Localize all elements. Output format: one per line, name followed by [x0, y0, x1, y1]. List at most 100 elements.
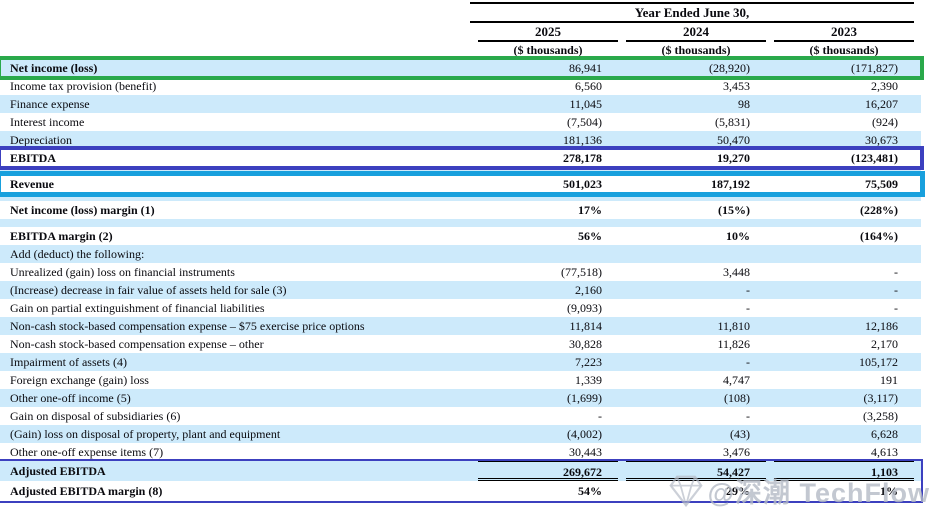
row-value [774, 219, 914, 227]
row-value: (9,093) [567, 301, 602, 315]
row-value: 98 [738, 97, 750, 111]
table-row: Unrealized (gain) loss on financial inst… [0, 263, 921, 281]
row-label [0, 167, 470, 175]
row-value: 11,814 [569, 319, 602, 333]
row-value: 4,613 [871, 445, 898, 459]
row-value: 30,828 [569, 337, 602, 351]
row-value: 11,810 [717, 319, 750, 333]
row-value [626, 167, 766, 175]
table-row: EBITDA margin (2) 56% 10% (164%) [0, 227, 921, 245]
spacer-row [0, 193, 921, 201]
row-value: 1,103 [774, 461, 914, 481]
row-value: 1,339 [575, 373, 602, 387]
row-label [0, 193, 470, 201]
row-value [478, 245, 618, 263]
row-value: (5,831) [715, 115, 750, 129]
row-label: Adjusted EBITDA margin (8) [10, 484, 163, 498]
row-label: Other one-off expense items (7) [10, 445, 164, 459]
row-value: 4,747 [723, 373, 750, 387]
row-value: 30,673 [865, 133, 898, 147]
spacer-row [0, 219, 921, 227]
table-row: EBITDA 278,178 19,270 (123,481) [0, 146, 924, 170]
ebitda-reconciliation-table: Net income (loss) 86,941 (28,920) (171,827)… [0, 56, 925, 461]
table-row: Add (deduct) the following: [0, 245, 921, 263]
table-row: (Increase) decrease in fair value of ass… [0, 281, 921, 299]
row-label: Net income (loss) margin (1) [10, 203, 155, 217]
row-label: EBITDA [10, 151, 57, 165]
row-value: 54,427 [626, 461, 766, 481]
row-value: (228%) [860, 203, 898, 217]
row-value: 17% [578, 203, 602, 217]
row-label: Net income (loss) [10, 61, 98, 75]
row-value: 86,941 [569, 61, 602, 75]
row-label: Other one-off income (5) [10, 391, 131, 405]
row-value: 3,453 [723, 79, 750, 93]
row-value: 105,172 [859, 355, 898, 369]
table-header: Year Ended June 30, 2025 2024 2023 ($ th… [470, 0, 914, 59]
row-label: (Gain) loss on disposal of property, pla… [10, 427, 281, 441]
table-row: Interest income (7,504) (5,831) (924) [0, 113, 921, 131]
row-value [478, 219, 618, 227]
row-value: 19,270 [717, 151, 750, 165]
row-value: 278,178 [563, 151, 602, 165]
row-value: 12,186 [865, 319, 898, 333]
row-label: Gain on partial extinguishment of financ… [10, 301, 265, 315]
row-value: 2,390 [871, 79, 898, 93]
row-value [478, 167, 618, 175]
row-value: (123,481) [851, 151, 898, 165]
row-label: Adjusted EBITDA [10, 464, 106, 478]
table-row: (Gain) loss on disposal of property, pla… [0, 425, 921, 443]
row-label: Income tax provision (benefit) [10, 79, 157, 93]
row-value: (15%) [718, 203, 750, 217]
row-label: (Increase) decrease in fair value of ass… [10, 283, 287, 297]
header-unit-label: ($ thousands) [809, 43, 879, 57]
row-value: 50,470 [717, 133, 750, 147]
row-value: 3,476 [723, 445, 750, 459]
row-value: 6,628 [871, 427, 898, 441]
table-row: Net income (loss) 86,941 (28,920) (171,827) [0, 56, 924, 80]
table-row: Other one-off expense items (7) 30,443 3,4… [0, 443, 921, 461]
row-value: (1,699) [567, 391, 602, 405]
row-label: Foreign exchange (gain) loss [10, 373, 149, 387]
row-value [774, 167, 914, 175]
row-value: 2,160 [575, 283, 602, 297]
row-value: - [598, 409, 602, 423]
header-unit-label: ($ thousands) [513, 43, 583, 57]
row-label: Unrealized (gain) loss on financial inst… [10, 265, 235, 279]
row-label: Gain on disposal of subsidiaries (6) [10, 409, 181, 423]
row-label: Non-cash stock-based compensation expens… [10, 319, 365, 333]
row-value: 11,826 [717, 337, 750, 351]
row-value: 11,045 [569, 97, 602, 111]
row-value: - [746, 409, 750, 423]
row-label: Finance expense [10, 97, 90, 111]
row-label: Add (deduct) the following: [10, 247, 145, 261]
row-value: (171,827) [851, 61, 898, 75]
row-value: (4,002) [567, 427, 602, 441]
header-years-row: 2025 2024 2023 [470, 23, 914, 42]
table-row: Foreign exchange (gain) loss 1,339 4,747 19… [0, 371, 921, 389]
row-value: - [746, 301, 750, 315]
row-value [774, 245, 914, 263]
row-value: 187,192 [711, 177, 750, 191]
spacer-row [0, 167, 921, 175]
table-row: Finance expense 11,045 98 16,207 [0, 95, 921, 113]
row-value: (43) [730, 427, 750, 441]
table-row: Gain on disposal of subsidiaries (6) - - (3… [0, 407, 921, 425]
row-label: Impairment of assets (4) [10, 355, 127, 369]
row-value: 56% [578, 229, 602, 243]
row-value: (3,117) [863, 391, 898, 405]
row-value: 2,170 [871, 337, 898, 351]
row-value: - [746, 283, 750, 297]
table-row: Impairment of assets (4) 7,223 - 105,172 [0, 353, 921, 371]
header-year-2024: 2024 [626, 23, 766, 42]
row-value: (924) [872, 115, 898, 129]
row-value: 30,443 [569, 445, 602, 459]
header-unit-label: ($ thousands) [661, 43, 731, 57]
row-value: 54% [578, 484, 602, 498]
adjusted-ebitda-box: Adjusted EBITDA 269,672 54,427 1,103 Adjuste… [0, 459, 923, 503]
header-units-row: ($ thousands) ($ thousands) ($ thousands… [470, 42, 914, 59]
row-label: Depreciation [10, 133, 72, 147]
row-value [626, 193, 766, 201]
row-value [626, 245, 766, 263]
row-value: (7,504) [567, 115, 602, 129]
